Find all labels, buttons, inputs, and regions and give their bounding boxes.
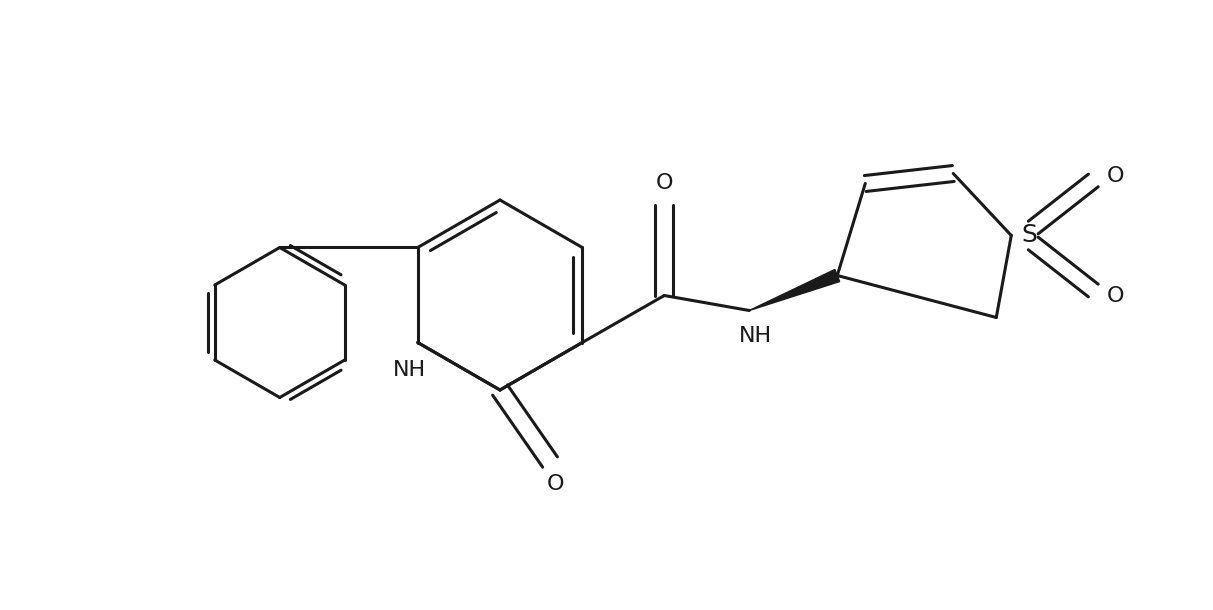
Text: O: O — [546, 474, 564, 494]
Polygon shape — [750, 270, 839, 310]
Text: O: O — [655, 173, 673, 193]
Text: O: O — [1106, 285, 1124, 306]
Text: NH: NH — [393, 361, 426, 381]
Text: S: S — [1021, 223, 1037, 248]
Text: NH: NH — [739, 326, 771, 345]
Text: O: O — [1106, 165, 1124, 185]
